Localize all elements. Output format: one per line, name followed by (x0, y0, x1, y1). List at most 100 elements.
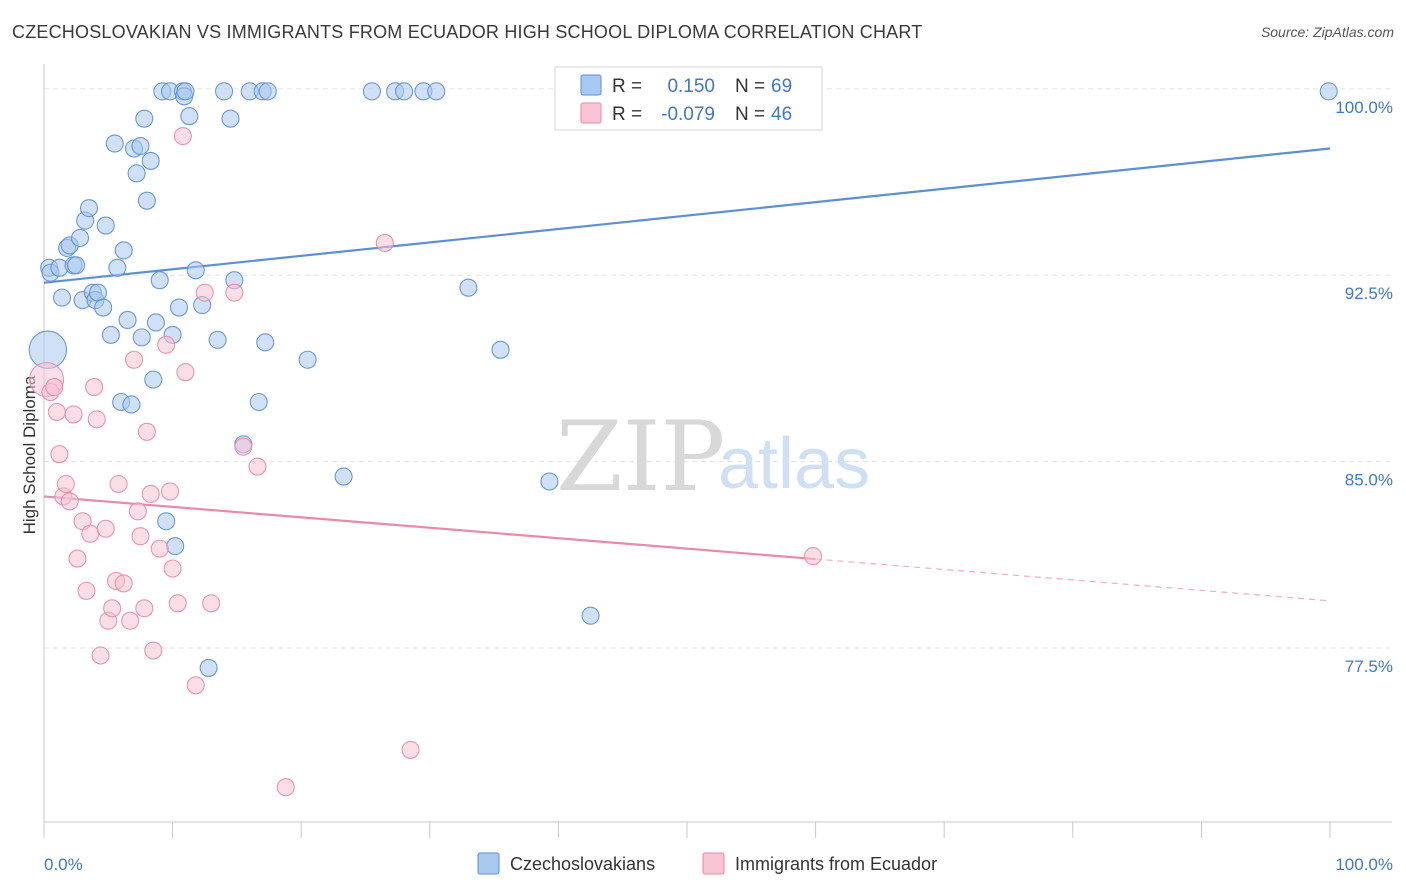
chart-title: CZECHOSLOVAKIAN VS IMMIGRANTS FROM ECUAD… (12, 22, 923, 42)
point-ecuador (137, 422, 156, 441)
series-legend: Czechoslovakians Immigrants from Ecuador (477, 852, 937, 875)
point-czechoslovakians (256, 333, 275, 352)
point-ecuador (68, 549, 87, 568)
chart-source: Source: ZipAtlas.com (1260, 24, 1394, 40)
point-ecuador (64, 405, 83, 424)
point-ecuador (150, 539, 169, 558)
point-czechoslovakians (114, 241, 133, 260)
point-czechoslovakians (127, 164, 146, 183)
point-czechoslovakians (395, 82, 414, 101)
point-czechoslovakians (491, 340, 510, 359)
point-czechoslovakians (459, 278, 478, 297)
point-ecuador (56, 474, 75, 494)
point-ecuador (141, 484, 160, 503)
point-ecuador (176, 363, 195, 382)
point-czechoslovakians (540, 472, 559, 491)
point-czechoslovakians (105, 134, 124, 153)
point-czechoslovakians (135, 109, 154, 128)
gridlines (44, 88, 1392, 649)
axes (43, 64, 1392, 838)
legend-n-value-czechoslovakians: 69 (771, 76, 792, 97)
point-ecuador (173, 127, 192, 146)
series-legend-swatch-czechoslovakians (477, 852, 500, 875)
point-ecuador (128, 502, 147, 521)
y-tick-label: 100.0% (1335, 98, 1393, 117)
point-czechoslovakians (150, 271, 169, 290)
legend-n-value-ecuador: 46 (771, 104, 792, 125)
legend-n-label-ecuador: N = (735, 104, 765, 125)
point-czechoslovakians (249, 392, 268, 412)
legend-swatch-ecuador (580, 102, 602, 124)
point-czechoslovakians (176, 82, 195, 101)
point-ecuador (157, 335, 176, 354)
point-czechoslovakians (1319, 82, 1338, 101)
point-czechoslovakians (180, 107, 199, 126)
legend-r-value-ecuador: -0.079 (661, 104, 715, 125)
point-ecuador (195, 283, 214, 302)
point-czechoslovakians (131, 136, 150, 156)
y-tick-labels: 77.5% 85.0% 92.5% 100.0% (1335, 98, 1393, 676)
series-legend-label-ecuador: Immigrants from Ecuador (735, 854, 937, 874)
point-ecuador (81, 524, 100, 543)
point-ecuador (163, 559, 182, 578)
y-tick-label: 92.5% (1345, 284, 1393, 303)
point-ecuador (114, 574, 133, 593)
legend-r-label-ecuador: R = (612, 104, 642, 125)
point-czechoslovakians (214, 82, 234, 101)
y-tick-label: 85.0% (1345, 471, 1393, 490)
point-czechoslovakians (362, 82, 381, 101)
watermark: ZIP atlas (556, 401, 870, 513)
point-czechoslovakians (118, 310, 137, 330)
point-czechoslovakians (96, 216, 115, 235)
point-ecuador (124, 350, 144, 369)
point-czechoslovakians (122, 395, 141, 414)
point-ecuador (135, 599, 154, 618)
point-ecuador (45, 378, 64, 397)
point-czechoslovakians (334, 467, 353, 486)
trendline-czechoslovakians (43, 147, 1331, 284)
point-czechoslovakians (70, 228, 90, 248)
point-ecuador (96, 519, 115, 538)
point-czechoslovakians (169, 298, 189, 317)
point-ecuador (234, 437, 253, 456)
point-czechoslovakians (427, 82, 446, 101)
point-czechoslovakians (137, 191, 156, 210)
x-tick-labels: 0.0% 100.0% (44, 855, 1393, 874)
point-ecuador (103, 599, 122, 618)
point-ecuador (160, 482, 180, 501)
point-ecuador (47, 402, 66, 421)
point-ecuador (803, 547, 823, 566)
trendlines (43, 147, 1331, 602)
y-tick-label: 77.5% (1345, 657, 1393, 676)
point-ecuador (121, 611, 140, 630)
series-legend-label-czechoslovakians: Czechoslovakians (510, 854, 655, 874)
point-ecuador (91, 646, 110, 665)
point-ecuador (202, 594, 221, 613)
point-ecuador (109, 474, 128, 494)
point-czechoslovakians (67, 256, 86, 275)
point-czechoslovakians (144, 370, 163, 389)
legend-r-value-czechoslovakians: 0.150 (667, 76, 715, 97)
watermark-atlas: atlas (718, 424, 870, 504)
point-czechoslovakians (141, 151, 160, 170)
point-czechoslovakians (108, 258, 127, 277)
series-legend-swatch-ecuador (702, 852, 725, 875)
point-czechoslovakians (52, 288, 72, 307)
point-czechoslovakians (146, 313, 165, 332)
point-ecuador (225, 283, 244, 302)
point-czechoslovakians (79, 199, 99, 218)
y-axis-label: High School Diploma (20, 375, 39, 534)
point-ecuador (60, 492, 79, 511)
point-ecuador (87, 410, 106, 429)
point-czechoslovakians (132, 328, 151, 347)
trendline-ecuador (43, 495, 816, 561)
point-czechoslovakians (101, 325, 120, 344)
point-ecuador (77, 581, 96, 600)
point-czechoslovakians (221, 109, 240, 128)
point-ecuador (144, 641, 163, 660)
point-czechoslovakians (208, 330, 227, 349)
point-ecuador (276, 778, 295, 797)
watermark-zip: ZIP (556, 401, 725, 513)
x-tick-label-max: 100.0% (1335, 855, 1393, 874)
point-ecuador (186, 676, 205, 695)
